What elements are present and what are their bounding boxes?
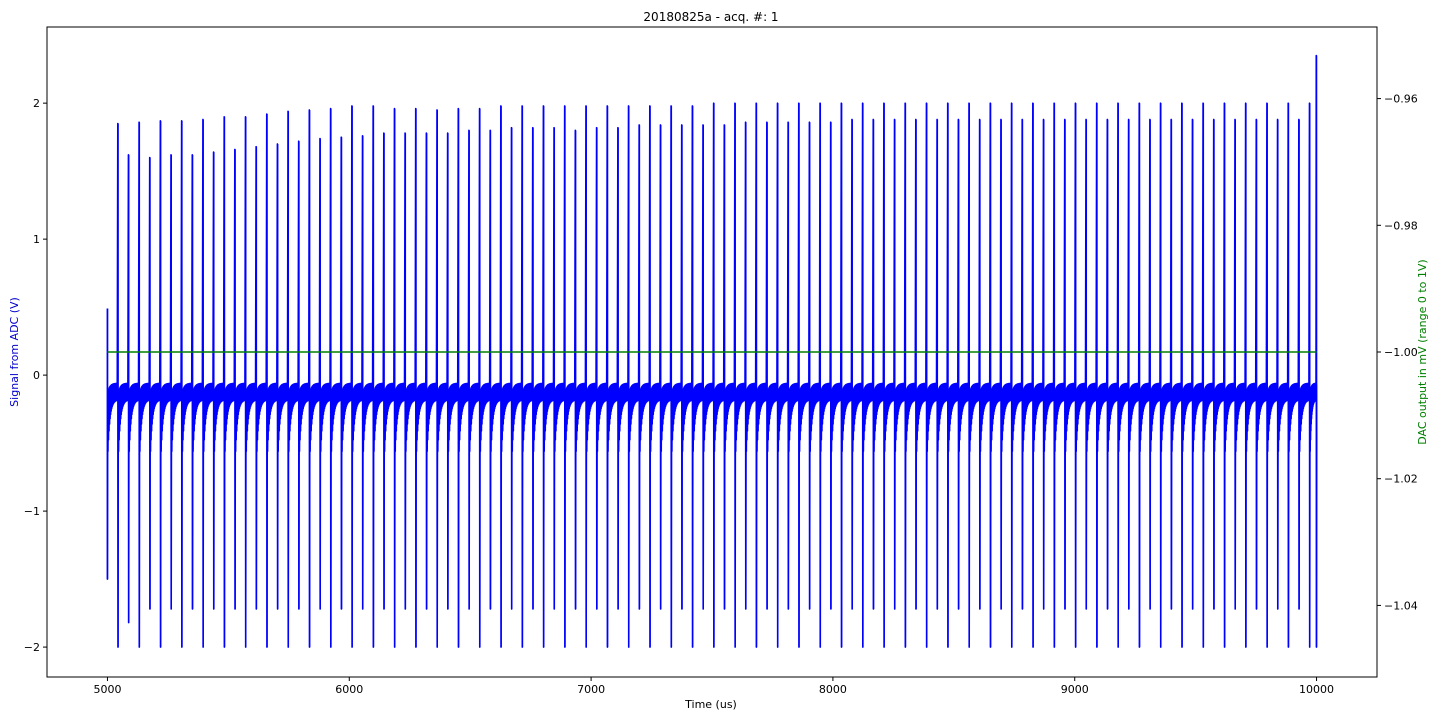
y-tick-label: 0 — [33, 369, 40, 382]
y2-axis-label: DAC output in mV (range 0 to 1V) — [1416, 259, 1429, 444]
axes-layer: 5000 6000 7000 8000 9000 10000 −2 −1 0 1 2 −1.04 −1.… — [24, 26, 1418, 696]
y-tick-label: 1 — [33, 233, 40, 246]
x-tick-label: 7000 — [577, 683, 605, 696]
x-tick-label: 9000 — [1061, 683, 1089, 696]
y2-tick-label: −0.98 — [1384, 219, 1418, 232]
x-axis-label: Time (us) — [684, 698, 737, 711]
series-layer — [106, 54, 1318, 648]
y-axis-label: Signal from ADC (V) — [8, 297, 21, 407]
y2-tick-label: −1.00 — [1384, 346, 1418, 359]
y2-tick-label: −1.02 — [1384, 473, 1418, 486]
y2-tick-label: −1.04 — [1384, 599, 1418, 612]
x-tick-label: 8000 — [819, 683, 847, 696]
x-tick-label: 5000 — [93, 683, 121, 696]
y-tick-label: −1 — [24, 505, 40, 518]
x-tick-label: 10000 — [1299, 683, 1334, 696]
y-tick-label: 2 — [33, 97, 40, 110]
y2-tick-label: −0.96 — [1384, 93, 1418, 106]
x-tick-label: 6000 — [335, 683, 363, 696]
chart-title: 20180825a - acq. #: 1 — [643, 10, 778, 24]
y-tick-label: −2 — [24, 641, 40, 654]
